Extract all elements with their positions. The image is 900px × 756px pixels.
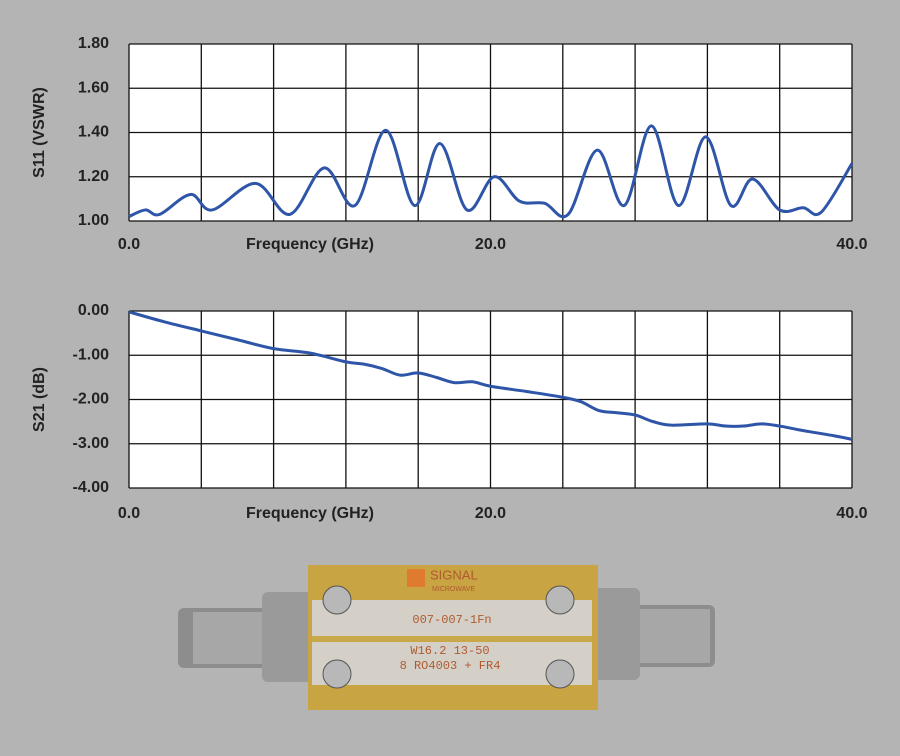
connector-left-thread: [193, 612, 263, 664]
y-tick-label: 1.20: [78, 168, 109, 185]
board-label: W16.2 13-50: [410, 644, 489, 658]
y-tick-label: 0.00: [78, 302, 109, 319]
screw: [322, 585, 352, 615]
x-tick-label: 40.0: [836, 236, 867, 253]
y-tick-label: 1.60: [78, 79, 109, 96]
x-tick-label: 20.0: [475, 505, 506, 522]
screw: [545, 659, 575, 689]
brand: SIGNAL: [430, 567, 478, 582]
x-tick-label: 0.0: [118, 505, 140, 522]
x-tick-label: 40.0: [836, 505, 867, 522]
trace: [312, 636, 592, 642]
y-tick-label: 1.80: [78, 35, 109, 52]
y-tick-label: 1.00: [78, 212, 109, 229]
x-tick-label: 0.0: [118, 236, 140, 253]
substrate: [312, 600, 592, 685]
product-photo: SIGNAL MICROWAVE 007-007-1Fn W16.2 13-50…: [178, 565, 715, 710]
y-tick-label: -3.00: [73, 435, 110, 452]
data-line: [128, 124, 854, 219]
logo: [407, 569, 425, 587]
x-axis-label: Frequency (GHz): [246, 505, 374, 522]
y-axis-label: S21 (dB): [31, 367, 48, 432]
y-axis-label: S11 (VSWR): [31, 87, 48, 178]
y-tick-label: -4.00: [73, 479, 110, 496]
connector-right-thread: [640, 609, 710, 663]
y-tick-label: 1.40: [78, 124, 109, 141]
y-tick-label: -1.00: [73, 346, 110, 363]
x-tick-label: 20.0: [475, 236, 506, 253]
screw: [545, 585, 575, 615]
screw: [322, 659, 352, 689]
part-number: 007-007-1Fn: [412, 613, 491, 627]
board-label: 8 RO4003 + FR4: [400, 659, 501, 673]
y-tick-label: -2.00: [73, 391, 110, 408]
data-line: [128, 310, 853, 441]
brand-sub: MICROWAVE: [432, 586, 475, 593]
x-axis-label: Frequency (GHz): [246, 236, 374, 253]
